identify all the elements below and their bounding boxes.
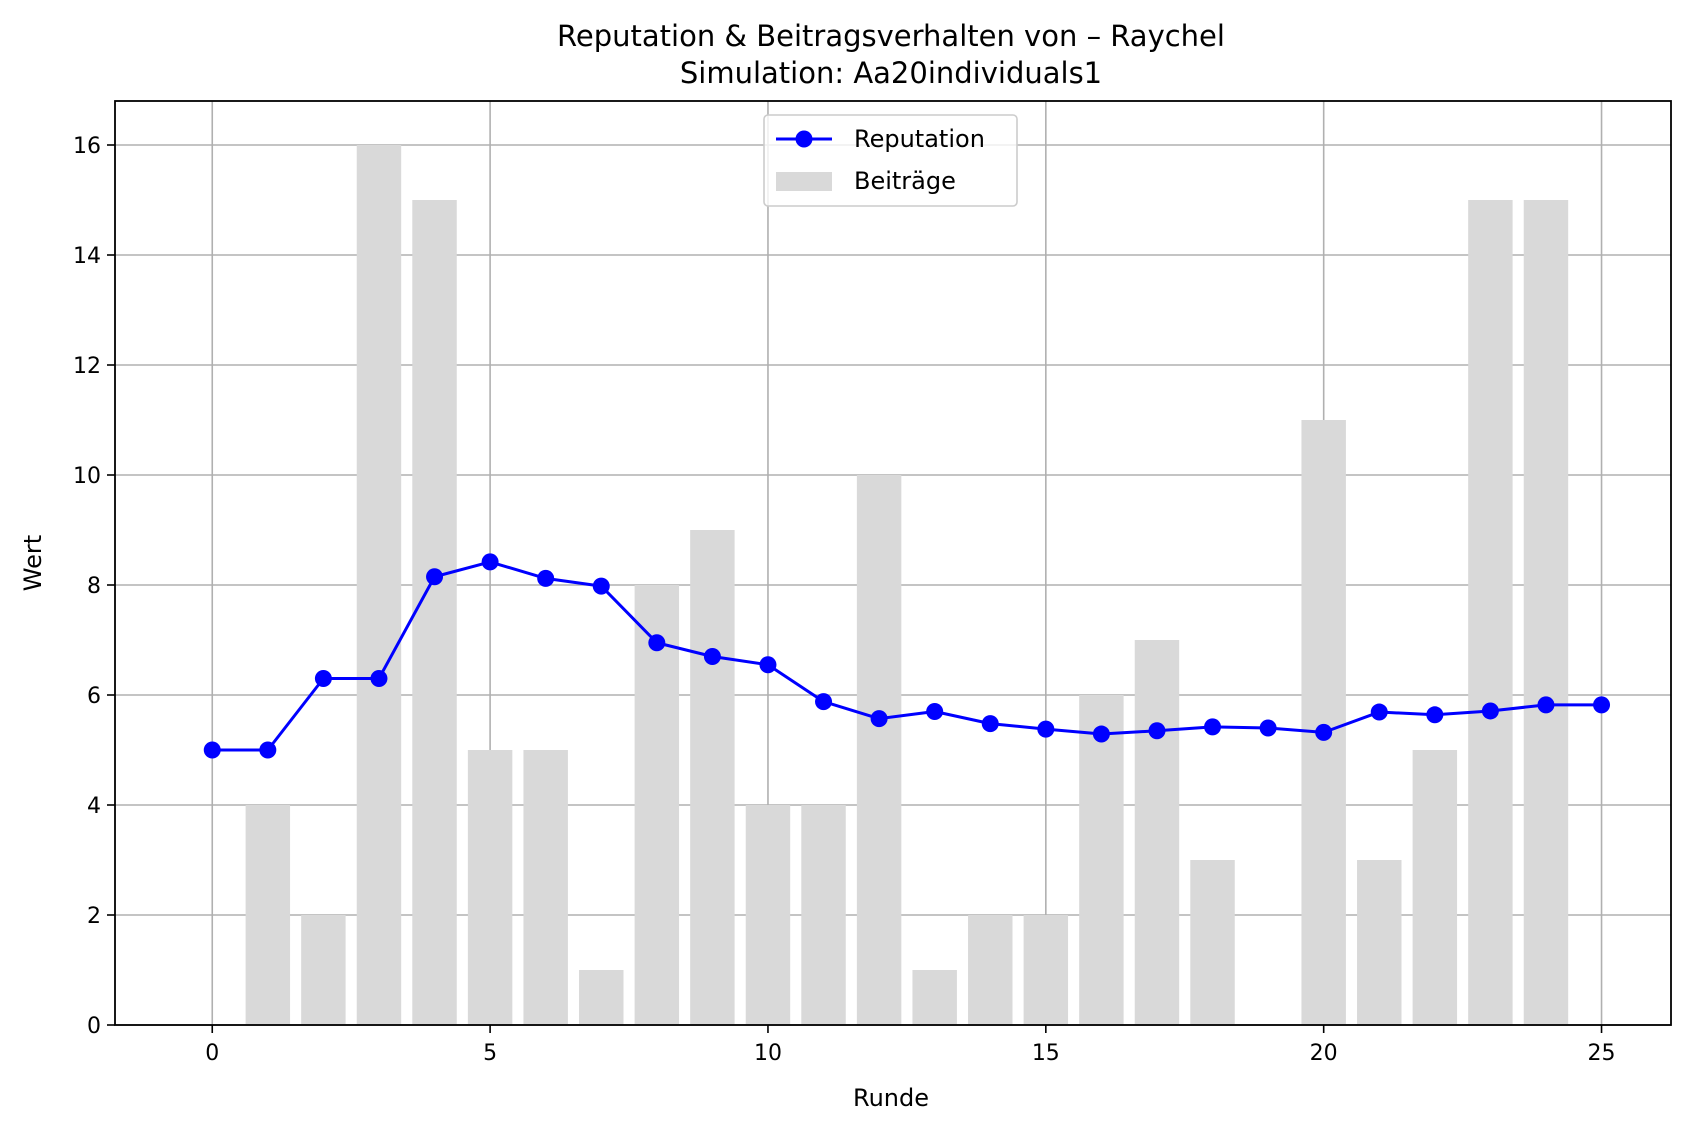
y-tick-label: 10 [73,464,101,489]
y-tick-label: 2 [87,904,101,929]
y-tick-label: 8 [87,574,101,599]
line-series-reputation [203,553,1611,759]
bar-beitraege [579,970,624,1025]
bar-beitraege [690,530,735,1025]
reputation-point [370,670,388,687]
reputation-point [1481,702,1499,720]
bar-beitraege [1412,750,1458,1025]
bar-beitraege [523,750,568,1025]
bar-beitraege [1301,420,1346,1025]
reputation-point [926,703,944,720]
legend-label-beitraege: Beiträge [854,167,956,195]
bar-beitraege [634,585,680,1025]
reputation-point [981,715,999,733]
bar-beitraege [912,970,957,1025]
reputation-point [1148,722,1166,740]
bar-beitraege [968,915,1013,1025]
reputation-point [426,568,444,586]
bar-beitraege [301,915,346,1025]
bar-beitraege [356,145,402,1025]
reputation-point [1426,706,1444,724]
reputation-point [1537,696,1555,714]
reputation-point [592,577,610,595]
bar-beitraege [1468,200,1513,1025]
reputation-point [481,553,499,571]
reputation-point [537,569,555,587]
x-tick-label: 15 [1032,1041,1060,1066]
bar-beitraege [1134,640,1180,1025]
y-tick-label: 16 [73,134,101,159]
reputation-point [1593,696,1611,714]
bar-beitraege [1523,200,1569,1025]
reputation-point [703,648,721,665]
reputation-point [1204,718,1222,736]
legend: Reputation Beiträge [763,114,1018,207]
axis-ticks: 0 5 10 15 20 25 0 2 4 6 8 10 12 14 16 [73,134,1616,1066]
reputation-point [1037,720,1055,738]
y-tick-label: 0 [87,1014,101,1039]
bar-beitraege [1357,860,1402,1025]
bar-beitraege [1079,695,1124,1025]
y-tick-label: 14 [73,244,101,269]
reputation-point [259,741,277,759]
y-tick-label: 12 [73,354,101,379]
bar-beitraege [467,750,513,1025]
y-axis-label: Wert [19,535,47,591]
reputation-point [815,693,833,711]
reputation-point [1370,703,1388,721]
reputation-point [203,741,221,759]
x-tick-label: 0 [205,1041,219,1066]
bar-beitraege [745,805,791,1025]
x-axis-label: Runde [853,1084,929,1112]
reputation-point [1092,725,1110,743]
plot-frame [114,100,1672,1026]
x-tick-label: 5 [483,1041,497,1066]
y-tick-label: 4 [87,794,101,819]
reputation-line [212,560,1602,752]
legend-marker-swatch [795,130,813,148]
x-tick-label: 20 [1310,1041,1338,1066]
bar-beitraege [245,805,291,1025]
reputation-point [314,670,332,687]
chart-subtitle: Simulation: Aa20individuals1 [680,56,1102,90]
reputation-point [870,710,888,728]
x-tick-label: 10 [754,1041,782,1066]
bar-beitraege [412,200,457,1025]
reputation-point [1315,723,1333,741]
legend-bar-swatch [776,172,832,191]
chart-title: Reputation & Beitragsverhalten von – Ray… [557,19,1225,53]
bar-beitraege [1190,860,1235,1025]
legend-label-reputation: Reputation [854,125,985,153]
reputation-point [648,634,666,652]
bar-beitraege [801,805,846,1025]
bar-series-beitraege [245,145,1569,1025]
bar-beitraege [1023,915,1069,1025]
reputation-point [759,656,777,674]
x-tick-label: 25 [1588,1041,1616,1066]
reputation-point [1259,719,1277,737]
bar-beitraege [856,475,902,1025]
y-tick-label: 6 [87,684,101,709]
